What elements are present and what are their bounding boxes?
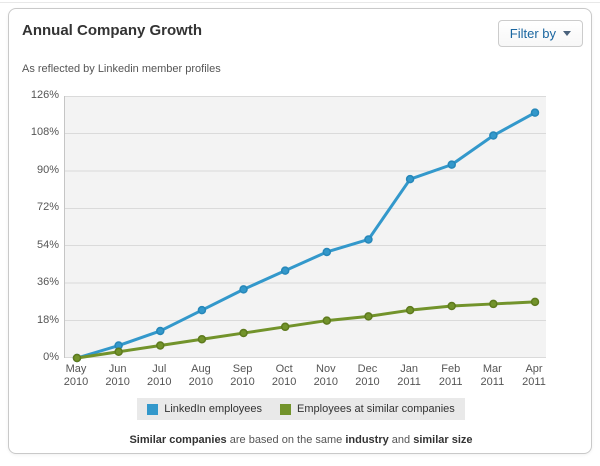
- footnote-bold-industry: industry: [345, 434, 389, 446]
- x-axis-tick-label: Jul 2010: [147, 363, 172, 388]
- x-axis-tick-label: Aug 2010: [188, 363, 214, 388]
- footnote-text-1: are based on the same: [226, 434, 346, 446]
- data-point: [489, 131, 498, 140]
- y-axis-tick-label: 126%: [30, 89, 59, 101]
- plot-area: [64, 96, 546, 363]
- x-axis-tick-label: May 2010: [63, 363, 89, 388]
- data-point: [156, 341, 165, 350]
- footnote: Similar companies are based on the same …: [9, 434, 593, 446]
- x-axis-tick-label: Mar 2011: [480, 363, 505, 388]
- y-axis-tick-label: 72%: [36, 201, 59, 214]
- data-point: [322, 247, 332, 257]
- legend-item: Employees at similar companies: [280, 403, 455, 415]
- chevron-down-icon: [563, 31, 571, 36]
- legend-swatch: [280, 403, 292, 415]
- data-point: [156, 326, 165, 336]
- y-axis-tick-label: 90%: [36, 163, 59, 176]
- data-point: [447, 160, 456, 169]
- data-point: [280, 266, 290, 275]
- x-axis-tick-label: Oct 2010: [271, 363, 297, 388]
- footnote-bold-similar-companies: Similar companies: [129, 434, 227, 446]
- data-point: [239, 328, 248, 338]
- data-point: [364, 235, 373, 244]
- growth-chart: 0% 18% 36% 54% 72% 90% 108% 126% May 2010 Jun 2010…: [9, 89, 593, 402]
- x-axis-tick-label: Apr 2011: [522, 363, 546, 388]
- filter-by-label: Filter by: [509, 26, 556, 41]
- y-axis-tick-label: 0%: [43, 351, 59, 363]
- annual-growth-card: Annual Company Growth Filter by As refle…: [8, 8, 592, 454]
- x-axis-tick-label: Jun 2010: [105, 363, 130, 388]
- data-point: [405, 305, 415, 315]
- chart-legend: LinkedIn employees Employees at similar c…: [137, 398, 465, 420]
- y-axis-tick-label: 54%: [36, 238, 59, 251]
- data-point: [280, 322, 290, 332]
- series-line-0: [75, 111, 537, 360]
- x-axis-tick-label: Sep 2010: [230, 363, 255, 388]
- data-point: [530, 297, 540, 307]
- footnote-text-2: and: [388, 434, 414, 446]
- y-axis-tick-label: 18%: [36, 313, 59, 326]
- legend-label: Employees at similar companies: [297, 403, 455, 415]
- data-point: [72, 353, 82, 363]
- data-point: [447, 301, 456, 311]
- filter-by-button[interactable]: Filter by: [497, 20, 583, 47]
- legend-item: LinkedIn employees: [147, 403, 262, 415]
- y-axis-tick-label: 36%: [36, 276, 59, 289]
- chart-subtitle: As reflected by Linkedin member profiles: [22, 63, 221, 75]
- data-point: [405, 174, 415, 184]
- data-point: [197, 335, 207, 344]
- x-axis-tick-label: Feb 2011: [438, 363, 463, 388]
- legend-swatch: [147, 403, 159, 415]
- data-point: [364, 312, 373, 321]
- footnote-bold-similar-size: similar size: [413, 434, 473, 446]
- x-axis-tick-label: Nov 2010: [313, 363, 339, 388]
- data-point: [322, 316, 332, 325]
- data-point: [489, 299, 498, 309]
- data-point: [239, 285, 248, 294]
- series-line-1: [75, 300, 537, 360]
- data-point: [530, 108, 540, 117]
- legend-label: LinkedIn employees: [164, 403, 263, 415]
- data-point: [114, 347, 123, 357]
- legend-row: LinkedIn employees Employees at similar c…: [9, 398, 593, 420]
- page-top-divider: [0, 2, 600, 3]
- x-axis-tick-label: Jan 2011: [397, 363, 421, 388]
- x-axis-tick-label: Dec 2010: [355, 363, 380, 388]
- chart-canvas: [65, 96, 546, 363]
- data-point: [197, 305, 207, 315]
- y-axis-tick-label: 108%: [30, 126, 59, 139]
- page-title: Annual Company Growth: [22, 22, 202, 39]
